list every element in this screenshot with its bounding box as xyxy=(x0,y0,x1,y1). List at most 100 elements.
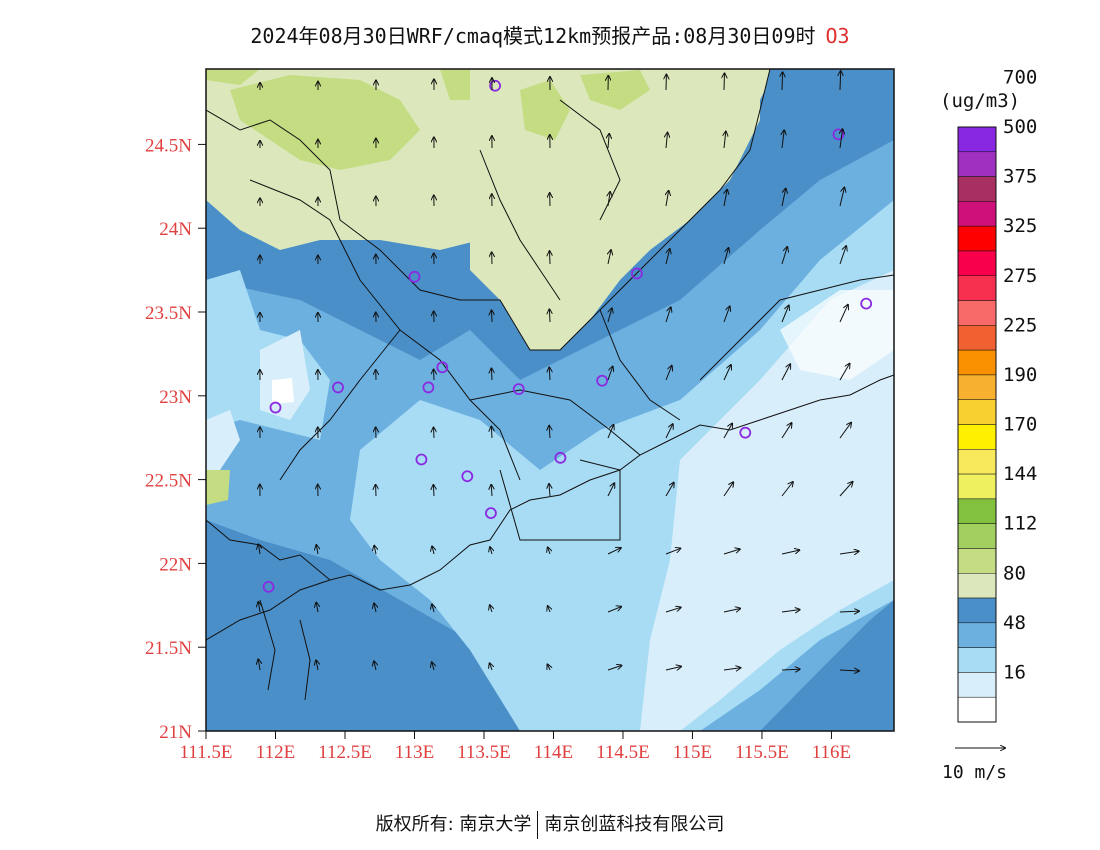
wind-arrow xyxy=(781,364,790,381)
wind-arrow xyxy=(665,607,681,613)
wind-arrow xyxy=(839,423,851,439)
station-marker xyxy=(422,381,435,394)
wind-arrow xyxy=(608,192,610,207)
legend-swatch xyxy=(957,151,997,177)
wind-vectors xyxy=(258,71,859,671)
legend-swatch xyxy=(957,647,997,673)
wind-arrow xyxy=(549,368,550,381)
lon-tick-label: 115E xyxy=(673,742,712,763)
copyright: 版权所有: 南京大学 南京创蓝科技有限公司 xyxy=(0,810,1100,839)
color-legend: 16 48 80 112 144 170 190 225 275 325 375 500 700 xyxy=(957,66,1037,723)
wind-arrow xyxy=(490,547,492,555)
wind-arrow xyxy=(723,668,740,670)
wind-arrow xyxy=(490,663,492,671)
wind-arrow xyxy=(781,247,787,265)
station-marker xyxy=(332,381,344,394)
wind-arrow xyxy=(548,664,550,670)
wind-arrow xyxy=(258,659,260,671)
wind-arrow xyxy=(723,306,730,323)
lat-tick-label: 23.5N xyxy=(145,303,192,324)
legend-swatch xyxy=(957,498,997,524)
legend-label: 225 xyxy=(1003,314,1037,336)
legend-label: 80 xyxy=(1003,562,1026,584)
wind-arrow xyxy=(374,603,376,613)
legend-label: 190 xyxy=(1003,364,1037,386)
wind-arrow xyxy=(665,548,680,555)
legend-label: 170 xyxy=(1003,414,1037,436)
legend-label: 700 xyxy=(1003,66,1037,88)
lon-tick-label: 113.5E xyxy=(457,742,511,763)
wind-arrow xyxy=(723,482,733,497)
copyright-right: 南京创蓝科技有限公司 xyxy=(544,814,725,835)
wind-arrow xyxy=(258,602,260,613)
station-marker xyxy=(596,374,609,387)
legend-swatch xyxy=(957,449,997,475)
wind-arrow xyxy=(432,546,434,555)
legend-swatch xyxy=(957,349,997,376)
lat-tick-label: 21N xyxy=(159,722,192,743)
station-marker xyxy=(262,580,275,593)
map-frame xyxy=(205,68,895,732)
legend-label: 48 xyxy=(1003,612,1026,634)
wind-arrow xyxy=(548,606,550,613)
wind-arrow xyxy=(549,484,550,497)
station-marker xyxy=(489,79,501,92)
wind-arrow xyxy=(665,366,672,381)
wind-arrow xyxy=(607,607,621,613)
legend-swatch xyxy=(957,126,997,153)
legend-unit: (ug/m3) xyxy=(940,90,1021,112)
lat-tick-label: 22N xyxy=(159,554,192,575)
lat-tick-label: 24N xyxy=(159,219,192,240)
wind-arrow xyxy=(491,427,492,439)
map-title: 2024年08月30日WRF/cmaq模式12km预报产品:08月30日09时 O… xyxy=(0,20,1100,49)
wind-arrow xyxy=(665,667,681,670)
wind-arrow xyxy=(781,306,789,323)
legend-label: 112 xyxy=(1003,513,1037,535)
wind-arrow xyxy=(781,189,786,207)
wind-arrow xyxy=(839,670,859,671)
legend-label: 275 xyxy=(1003,265,1037,287)
legend-swatch xyxy=(957,523,997,549)
wind-arrow xyxy=(839,188,844,207)
wind-arrow xyxy=(839,305,848,323)
wind-arrow xyxy=(607,548,621,555)
legend-swatch xyxy=(957,573,997,599)
wind-arrow xyxy=(316,545,318,555)
station-marker xyxy=(485,507,497,520)
legend-label: 500 xyxy=(1003,116,1037,138)
wind-arrow xyxy=(666,133,667,149)
wind-arrow xyxy=(723,424,732,439)
copyright-separator xyxy=(537,811,539,839)
legend-swatch xyxy=(957,325,997,351)
wind-arrow xyxy=(839,246,846,265)
lon-tick-label: 111.5E xyxy=(180,742,233,763)
lon-tick-label: 114E xyxy=(534,742,573,763)
station-marker xyxy=(461,470,474,483)
wind-arrow xyxy=(608,134,609,149)
lon-tick-label: 115.5E xyxy=(735,742,789,763)
wind-arrow xyxy=(782,72,783,91)
legend-label: 144 xyxy=(1003,463,1037,485)
wind-arrow xyxy=(491,369,492,381)
legend-swatch xyxy=(957,696,997,723)
legend-swatch xyxy=(957,201,997,227)
lon-tick-label: 114.5E xyxy=(596,742,650,763)
legend-swatch xyxy=(957,597,997,624)
wind-arrow xyxy=(723,365,731,381)
wind-arrow xyxy=(781,482,793,497)
wind-arrow xyxy=(433,485,434,497)
wind-arrow xyxy=(490,605,492,613)
legend-label: 16 xyxy=(1003,661,1026,683)
wind-arrow xyxy=(374,546,376,555)
wind-arrow xyxy=(316,660,318,671)
wind-arrow xyxy=(839,364,850,381)
legend-swatch xyxy=(957,548,997,574)
boundaries xyxy=(206,69,894,701)
legend-label: 375 xyxy=(1003,166,1037,188)
legend-swatch xyxy=(957,399,997,425)
legend-frame xyxy=(957,126,997,723)
wind-arrow xyxy=(781,550,799,555)
lon-tick-label: 112.5E xyxy=(318,742,372,763)
wind-arrow xyxy=(665,249,670,265)
